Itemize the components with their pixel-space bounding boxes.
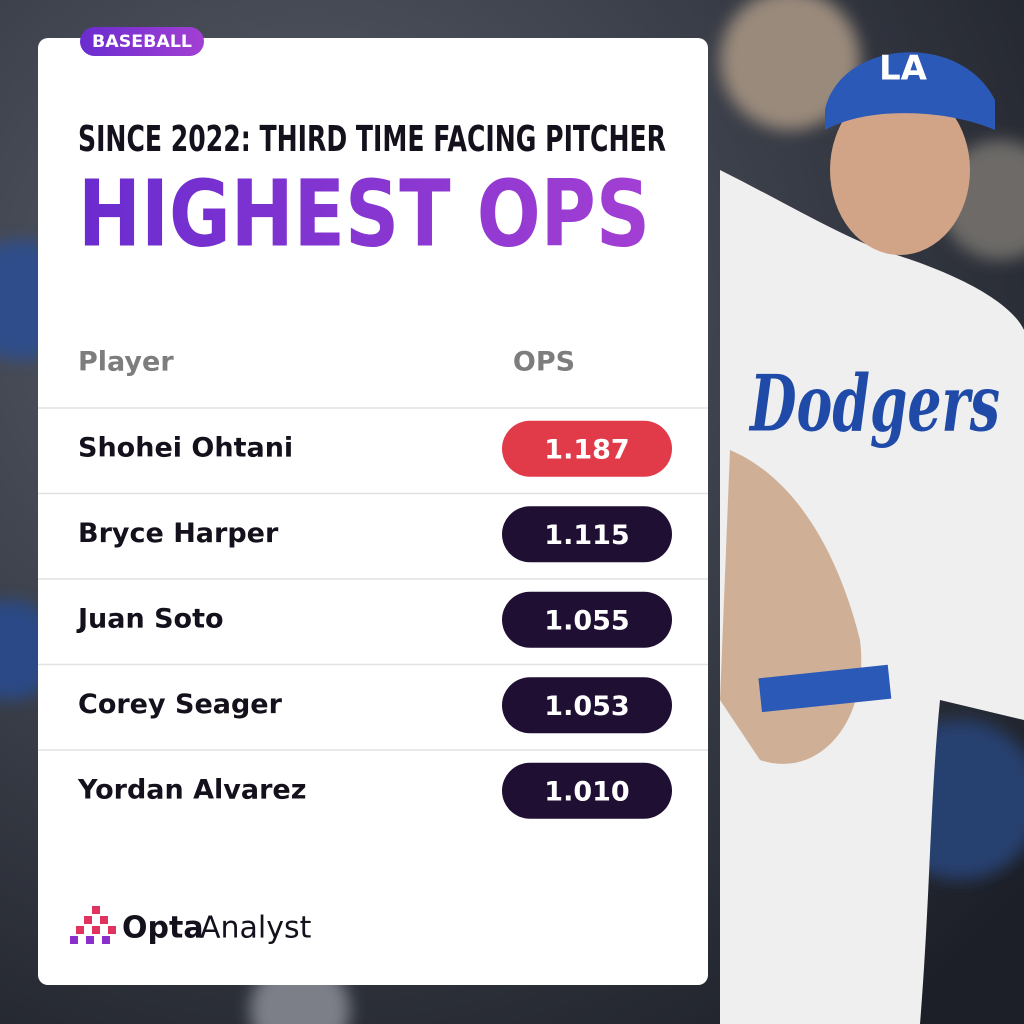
table-rows: Shohei Ohtani 1.187 Bryce Harper 1.115 Juan … <box>38 407 708 819</box>
cap-logo: LA <box>879 49 928 89</box>
logo-product: Analyst <box>200 911 312 946</box>
player-name: Juan Soto <box>76 603 224 634</box>
ops-value: 1.055 <box>544 605 629 636</box>
ops-value: 1.187 <box>544 434 629 465</box>
jersey-script: Dodgers <box>749 359 1000 450</box>
player-name: Bryce Harper <box>78 518 279 549</box>
card <box>38 38 708 985</box>
ops-pill <box>502 420 672 477</box>
ops-pill <box>502 591 672 648</box>
column-header: Player <box>78 347 174 378</box>
player-photo: LA Dodgers <box>720 49 1024 1024</box>
player-name: Corey Seager <box>78 689 283 720</box>
logo: Opta Analyst <box>70 906 312 946</box>
badge-label: BASEBALL <box>92 32 192 52</box>
title: HIGHEST OPS <box>78 160 650 267</box>
player-name: Shohei Ohtani <box>78 432 293 463</box>
logo-brand: Opta <box>122 911 204 946</box>
ops-pill <box>502 762 672 819</box>
column-header: OPS <box>513 347 575 378</box>
ops-value: 1.053 <box>544 691 629 722</box>
ops-value: 1.115 <box>544 520 629 551</box>
badge <box>80 27 204 56</box>
subtitle: SINCE 2022: THIRD TIME FACING PITCHER <box>78 119 666 160</box>
ops-value: 1.010 <box>544 776 629 807</box>
ops-pill <box>502 506 672 563</box>
player-name: Yordan Alvarez <box>77 774 306 805</box>
ops-pill <box>502 677 672 734</box>
